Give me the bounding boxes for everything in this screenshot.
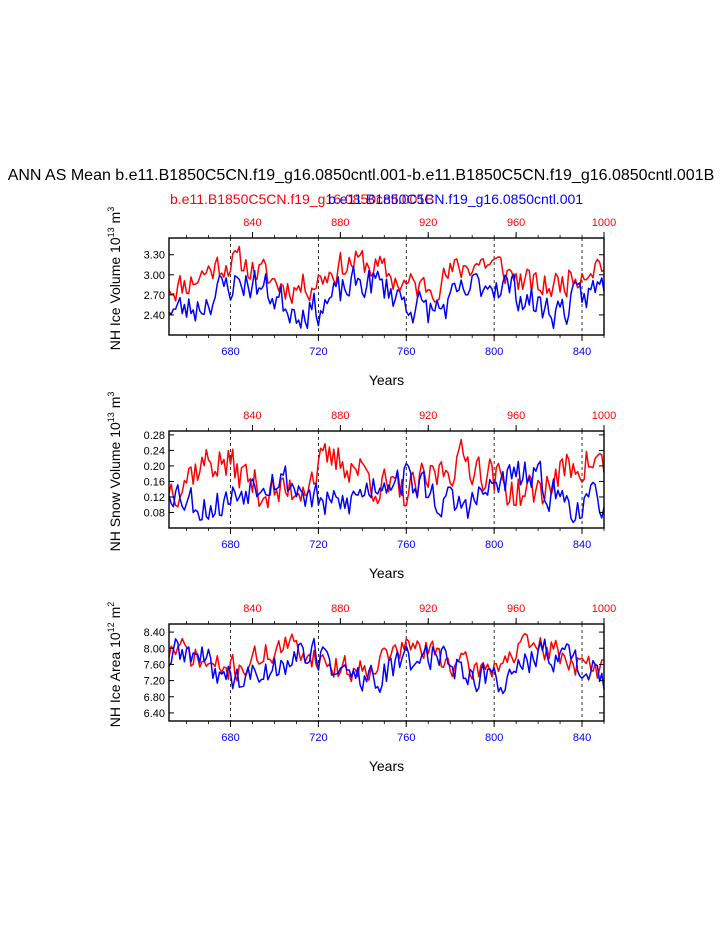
series-line-blue xyxy=(168,637,605,695)
y-tick-label: 2.70 xyxy=(144,290,165,302)
x-tick-label-top: 960 xyxy=(507,410,525,422)
legend-entry-blue: b.e11.B1850C5CN.f19_g16.0850cntl.001 xyxy=(328,191,583,207)
series-line-red xyxy=(168,438,605,509)
y-tick-label: 8.40 xyxy=(144,627,165,639)
y-tick-label: 2.40 xyxy=(144,310,165,322)
x-axis-label: Years xyxy=(369,565,404,581)
y-tick-label: 0.20 xyxy=(144,461,165,473)
x-tick-label-bottom: 800 xyxy=(485,732,503,744)
series-line-blue xyxy=(168,265,605,330)
x-tick-label-bottom: 840 xyxy=(573,732,591,744)
x-tick-label-bottom: 800 xyxy=(485,539,503,551)
y-tick-label: 7.20 xyxy=(144,676,165,688)
x-axis-label: Years xyxy=(369,372,404,388)
y-tick-label: 7.60 xyxy=(144,659,165,671)
x-tick-label-top: 840 xyxy=(243,217,261,229)
y-tick-label: 6.40 xyxy=(144,708,165,720)
x-tick-label-bottom: 680 xyxy=(221,732,239,744)
x-tick-label-top: 1000 xyxy=(592,217,616,229)
y-axis-label: NH Ice Volume 1013 m3 xyxy=(106,207,123,350)
x-tick-label-top: 880 xyxy=(331,217,349,229)
y-tick-label: 8.00 xyxy=(144,643,165,655)
y-tick-label: 3.00 xyxy=(144,270,165,282)
y-tick-label: 0.16 xyxy=(144,476,165,488)
series-line-red xyxy=(168,245,605,305)
panels: 2.40 2.70 3.00 3.30 680 720 760 800 840 840 880 920… xyxy=(106,207,616,774)
x-tick-label-top: 840 xyxy=(243,603,261,615)
x-tick-label-bottom: 800 xyxy=(485,346,503,358)
x-tick-label-bottom: 760 xyxy=(397,539,415,551)
plot-frame xyxy=(168,430,605,529)
plot-frame xyxy=(168,623,605,722)
x-tick-label-bottom: 760 xyxy=(397,346,415,358)
x-tick-label-top: 1000 xyxy=(592,410,616,422)
x-axis-label: Years xyxy=(369,758,404,774)
y-tick-label: 6.80 xyxy=(144,692,165,704)
x-tick-label-bottom: 680 xyxy=(221,539,239,551)
x-tick-label-top: 840 xyxy=(243,410,261,422)
y-axis-label: NH Snow Volume 1013 m3 xyxy=(106,392,123,552)
x-tick-label-bottom: 680 xyxy=(221,346,239,358)
x-tick-label-top: 1000 xyxy=(592,603,616,615)
x-tick-label-top: 960 xyxy=(507,217,525,229)
panel-1: 2.40 2.70 3.00 3.30 680 720 760 800 840 840 880 920… xyxy=(106,207,616,388)
x-tick-label-top: 880 xyxy=(331,410,349,422)
x-tick-label-bottom: 760 xyxy=(397,732,415,744)
y-tick-label: 0.08 xyxy=(144,507,165,519)
x-tick-label-bottom: 720 xyxy=(309,539,327,551)
y-tick-label: 0.28 xyxy=(144,430,165,442)
x-tick-label-top: 920 xyxy=(419,603,437,615)
x-tick-label-top: 880 xyxy=(331,603,349,615)
x-tick-label-top: 920 xyxy=(419,217,437,229)
legend-entry-red: b.e11.B1850C5CN.f19_g16.0850cntl.001B xyxy=(170,191,434,207)
panel-2: 0.08 0.12 0.16 0.20 0.24 0.28 680 720 760 800 840 8… xyxy=(106,392,616,581)
x-tick-label-bottom: 720 xyxy=(309,732,327,744)
panel-3: 6.40 6.80 7.20 7.60 8.00 8.40 680 720 760 800 840 8… xyxy=(106,602,616,774)
x-tick-label-bottom: 840 xyxy=(573,346,591,358)
x-tick-label-top: 960 xyxy=(507,603,525,615)
plot-frame xyxy=(168,237,605,336)
y-tick-label: 0.12 xyxy=(144,492,165,504)
series-line-blue xyxy=(168,460,605,524)
y-tick-label: 0.24 xyxy=(144,445,165,457)
y-axis-label: NH Ice Area 1012 m2 xyxy=(106,602,123,728)
figure-title: ANN AS Mean b.e11.B1850C5CN.f19_g16.0850… xyxy=(8,167,715,184)
x-tick-label-bottom: 840 xyxy=(573,539,591,551)
series-line-red xyxy=(168,632,604,683)
x-tick-label-bottom: 720 xyxy=(309,346,327,358)
y-tick-label: 3.30 xyxy=(144,250,165,262)
x-tick-label-top: 920 xyxy=(419,410,437,422)
